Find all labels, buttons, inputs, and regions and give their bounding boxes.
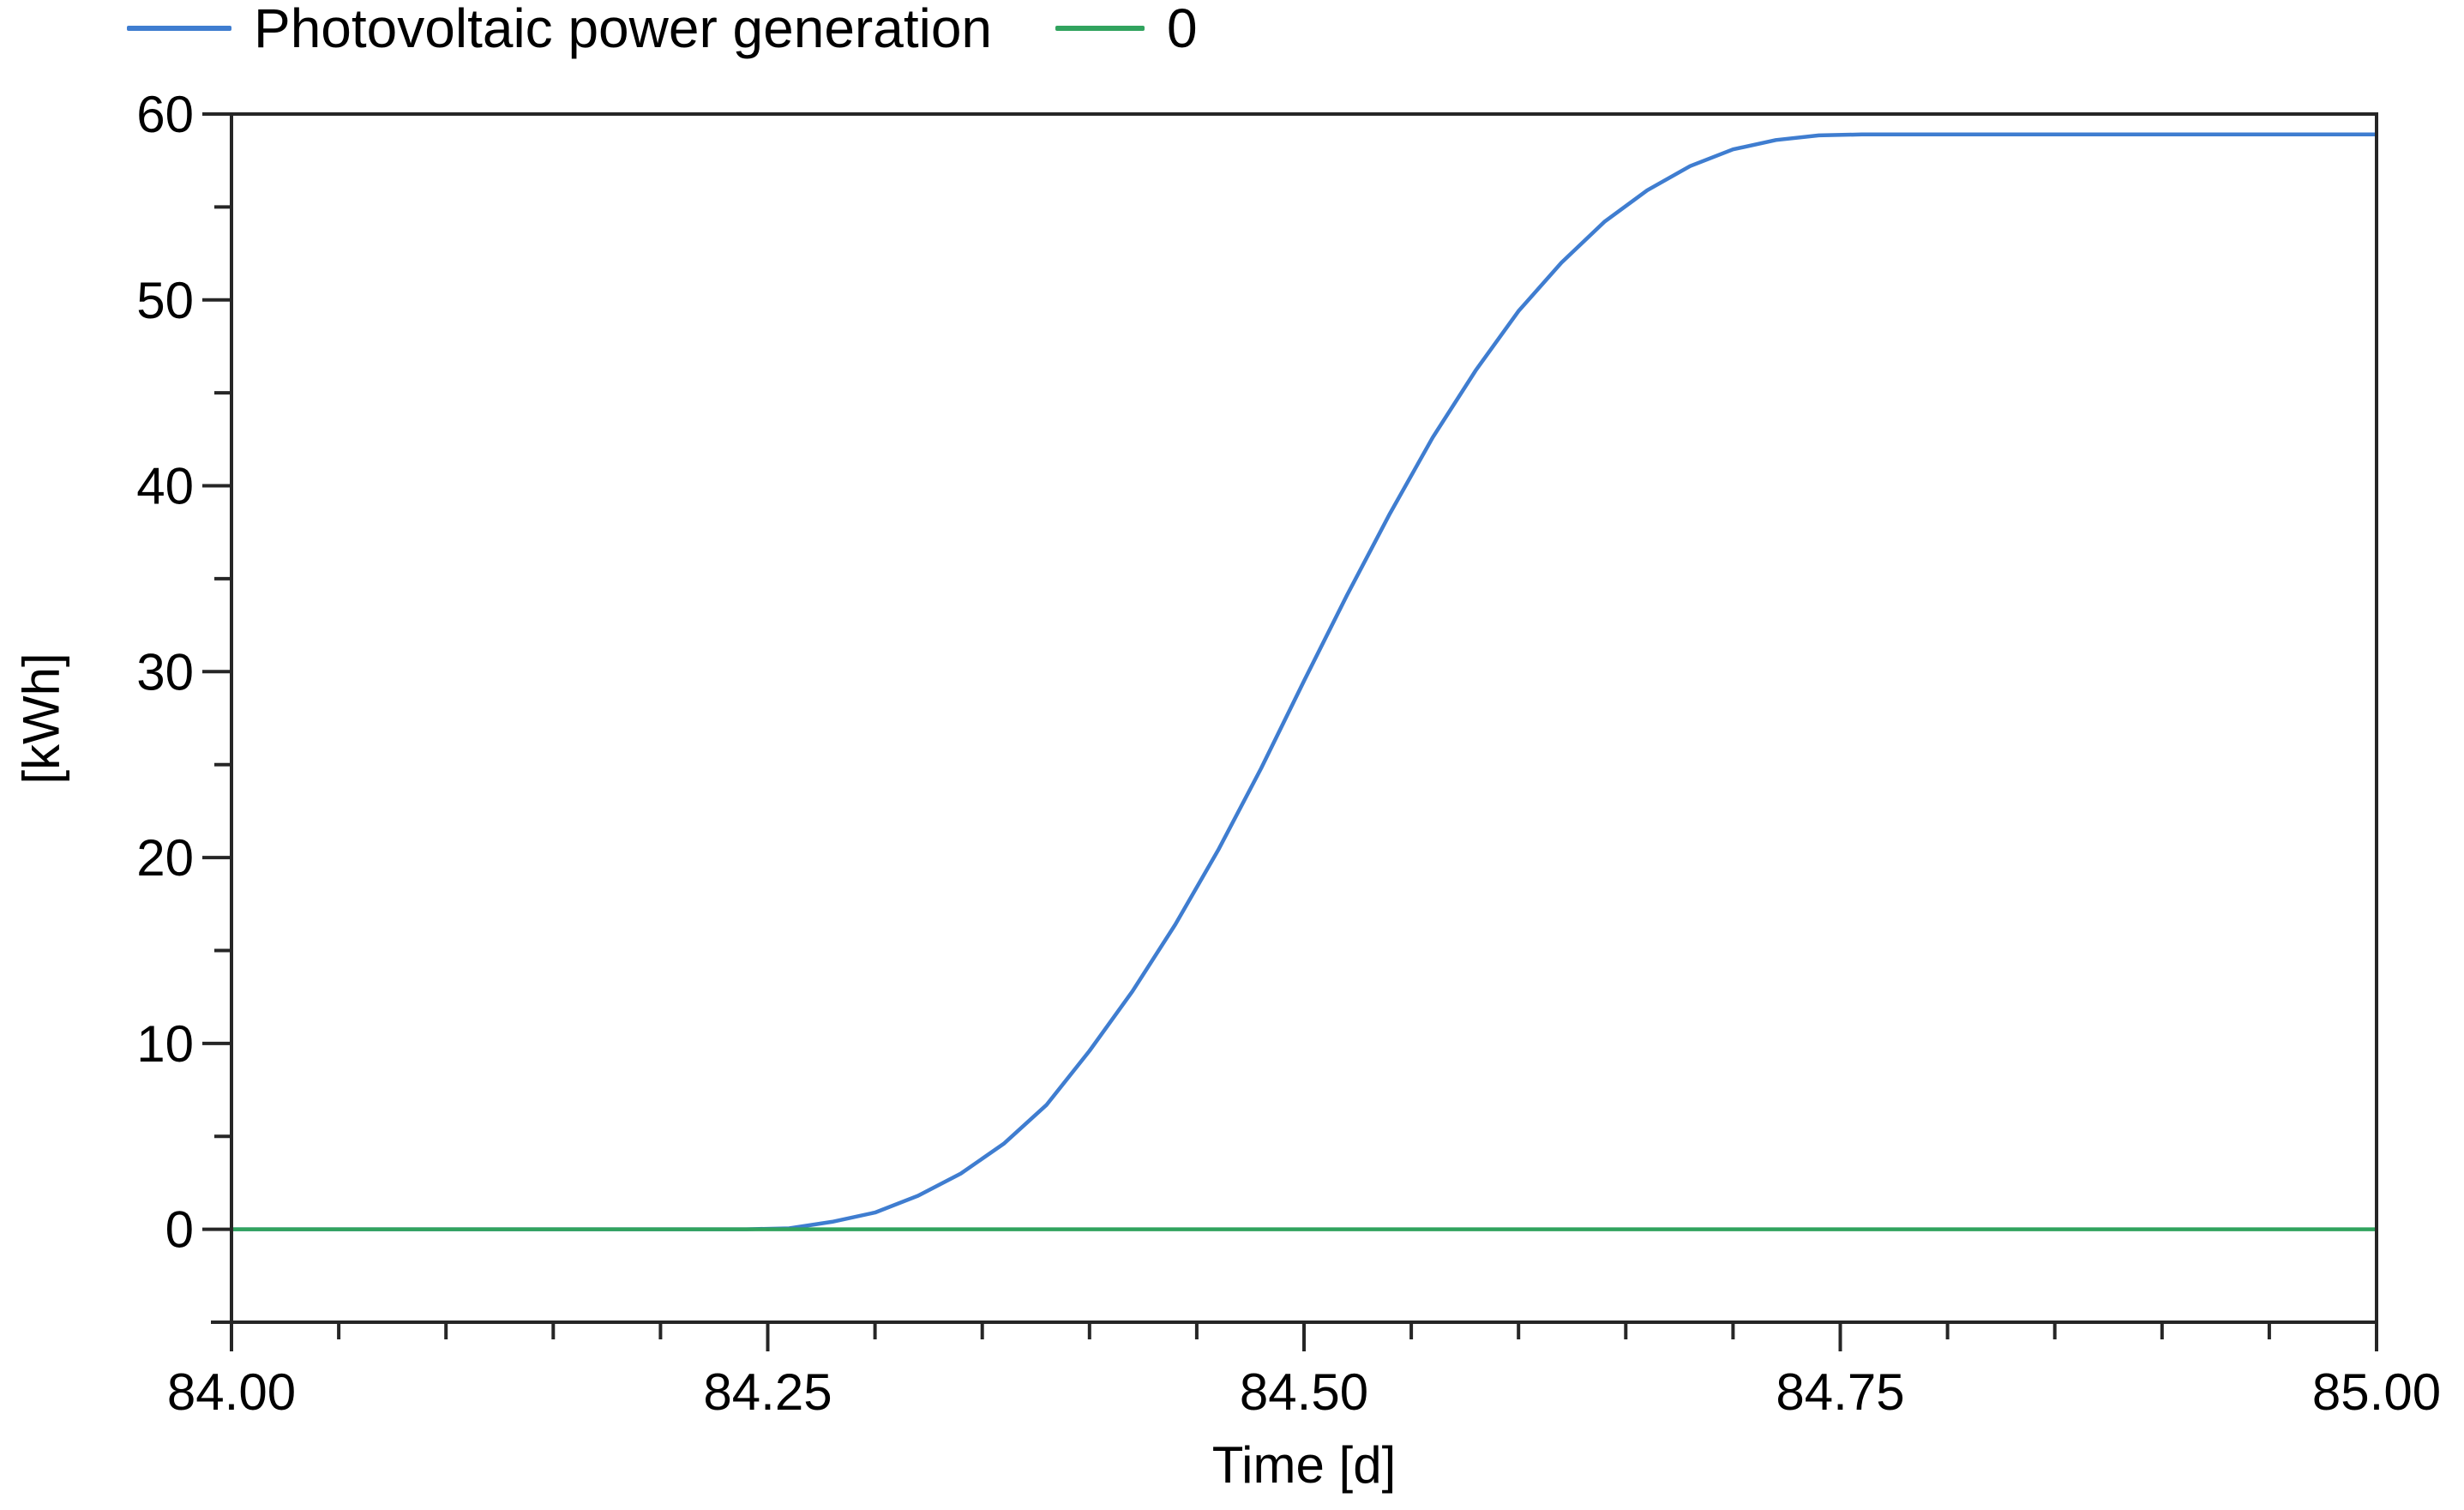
legend-label-pv: Photovoltaic power generation xyxy=(254,0,992,59)
y-tick-label: 60 xyxy=(136,86,194,143)
y-tick-label: 40 xyxy=(136,458,194,515)
x-tick-label: 84.50 xyxy=(1240,1363,1368,1421)
x-axis-title: Time [d] xyxy=(1211,1436,1397,1494)
y-tick-label: 30 xyxy=(136,643,194,701)
y-tick-label: 0 xyxy=(165,1201,194,1259)
pv-line-swatch xyxy=(127,26,231,31)
y-tick-label: 10 xyxy=(136,1015,194,1073)
legend-label-zero: 0 xyxy=(1167,0,1198,59)
legend-item-zero: 0 xyxy=(1055,0,1198,59)
x-tick-label: 84.25 xyxy=(703,1363,832,1421)
x-tick-label: 84.00 xyxy=(167,1363,296,1421)
plot-frame xyxy=(230,112,2378,1324)
y-tick-label: 20 xyxy=(136,829,194,887)
x-tick-label: 85.00 xyxy=(2312,1363,2441,1421)
y-tick-label: 50 xyxy=(136,272,194,329)
legend: Photovoltaic power generation 0 xyxy=(127,0,1198,59)
pv-curve xyxy=(231,132,2377,1231)
x-tick-label: 84.75 xyxy=(1776,1363,1904,1421)
y-axis-title: [kWh] xyxy=(12,653,70,785)
legend-item-pv: Photovoltaic power generation xyxy=(127,0,992,59)
zero-line-swatch xyxy=(1055,26,1145,31)
